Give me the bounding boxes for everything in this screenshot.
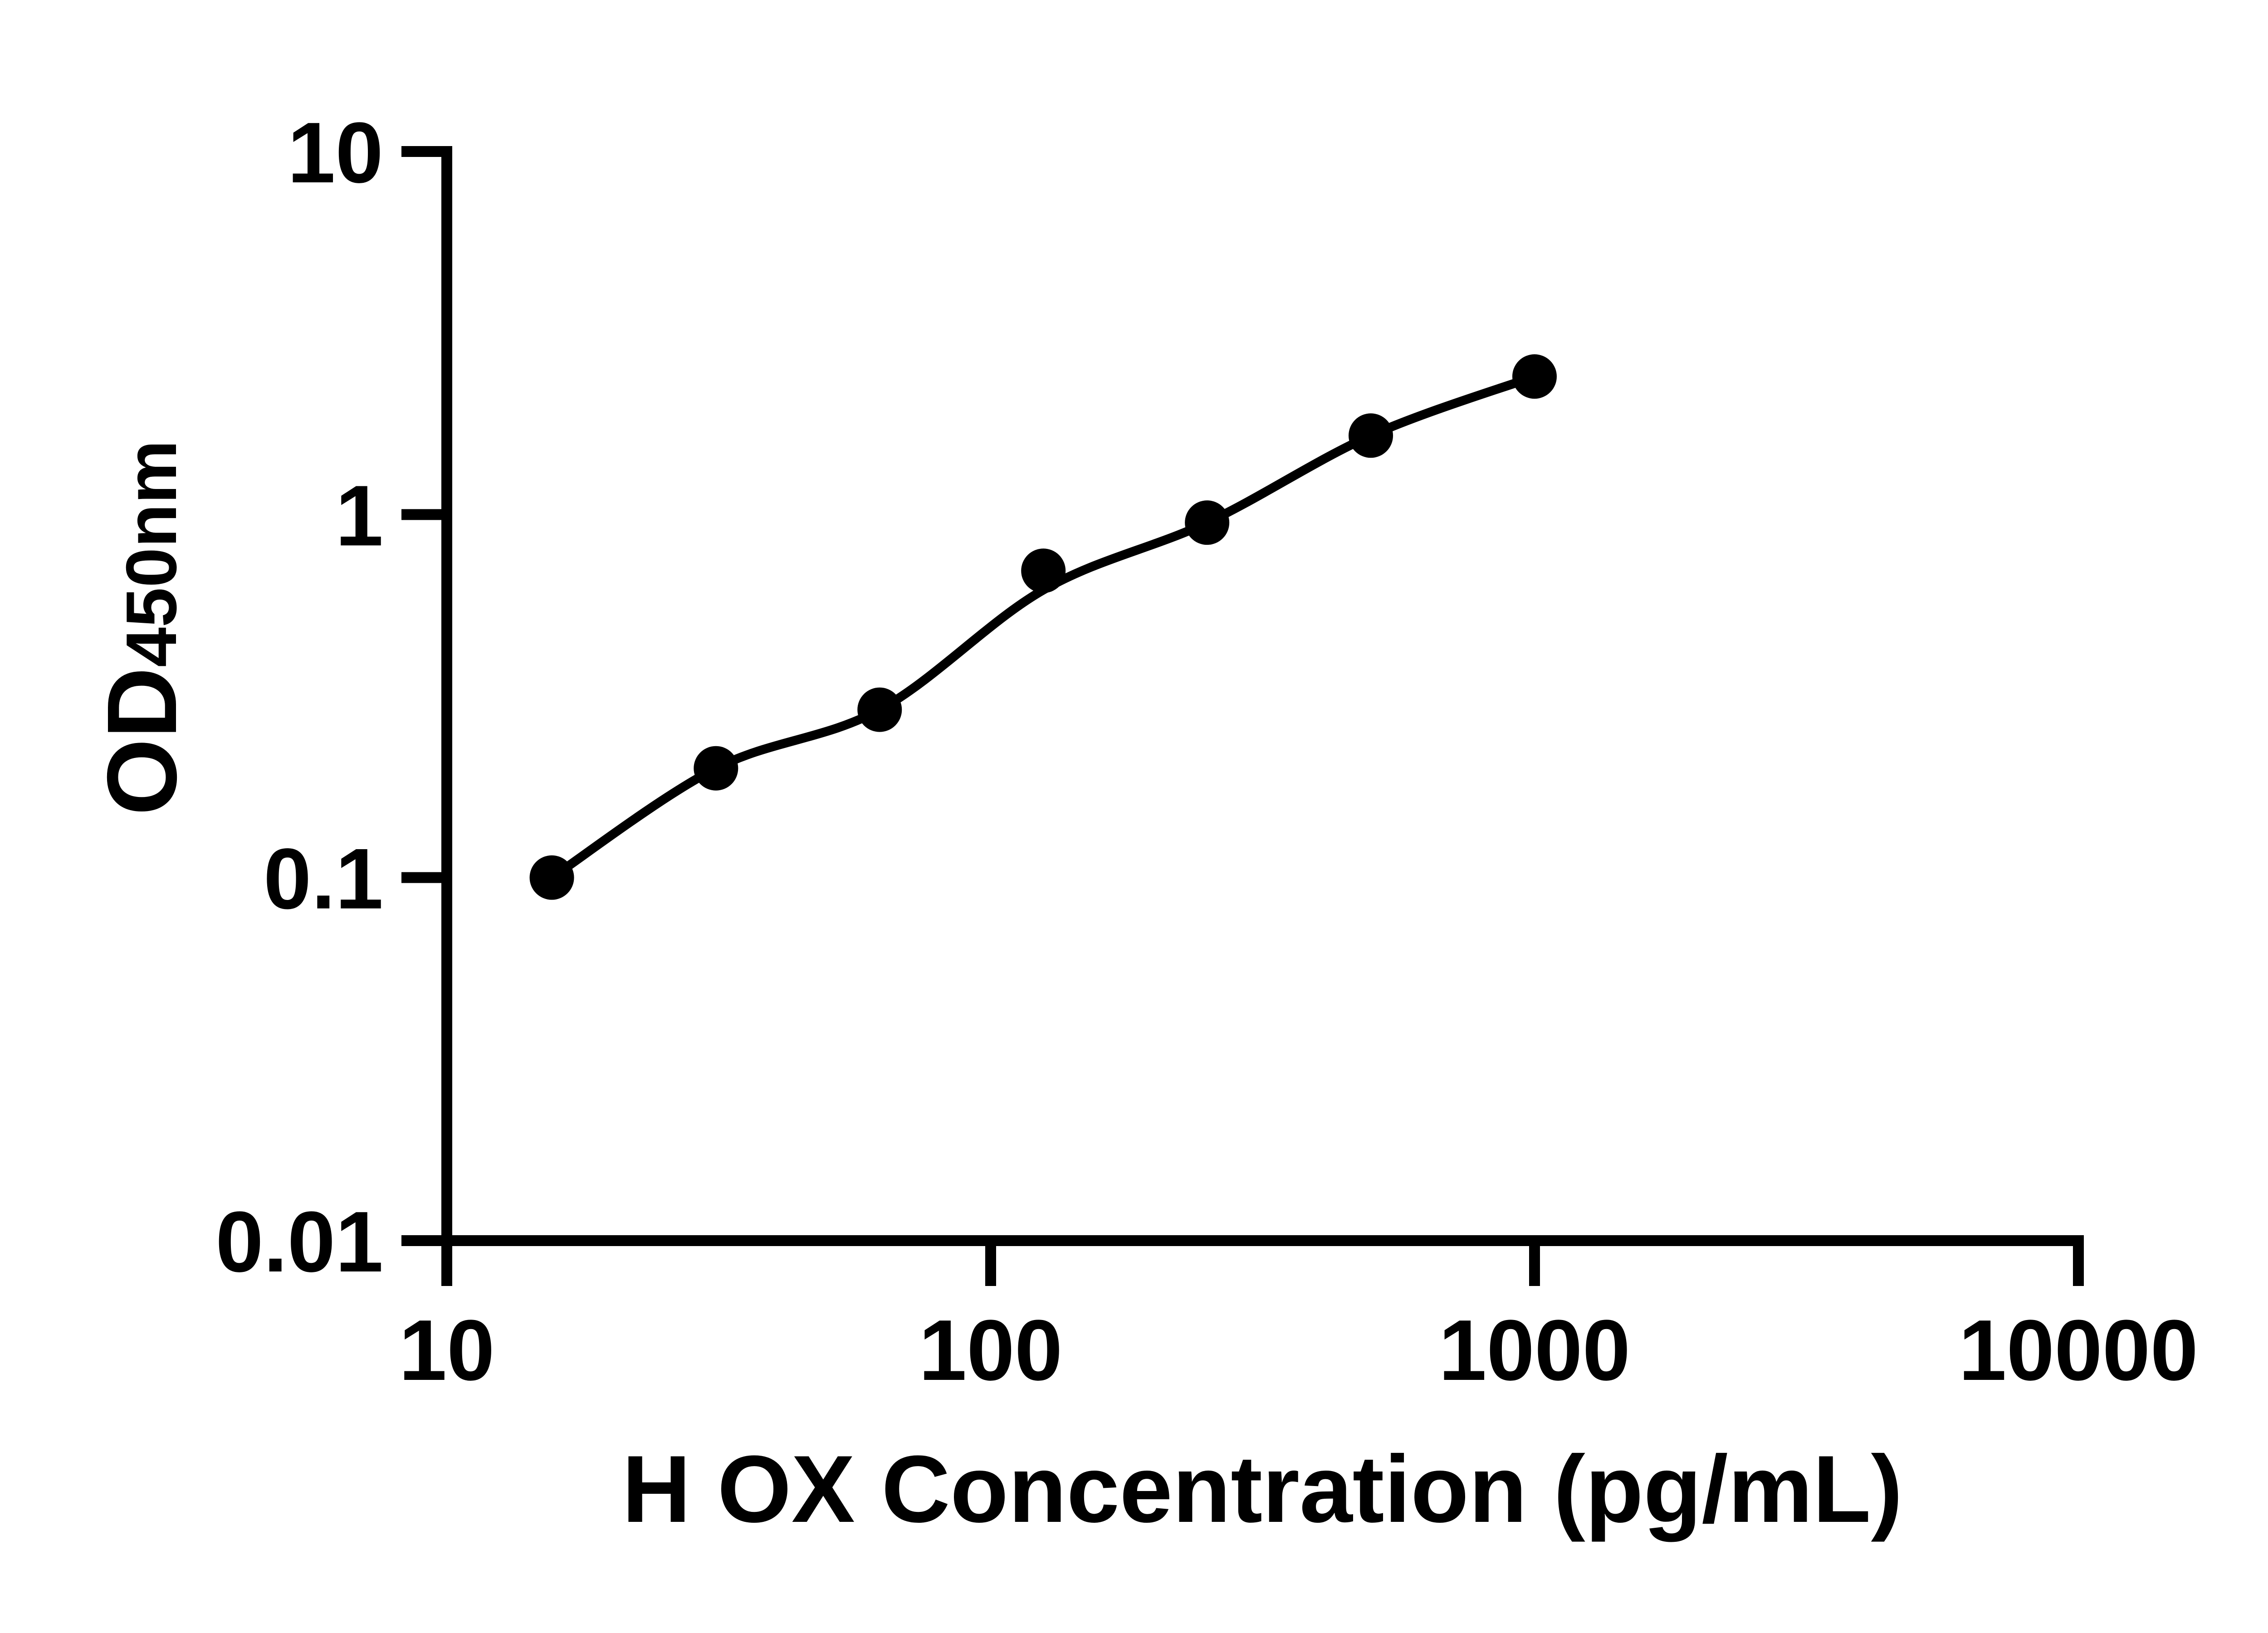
x-tick-label-1000: 1000: [1439, 1302, 1631, 1398]
data-point-250pgml: [1185, 500, 1230, 545]
x-tick-label-10: 10: [399, 1302, 494, 1398]
data-point-1000pgml: [1512, 354, 1557, 399]
y-tick-label-0.01: 0.01: [215, 1194, 383, 1290]
data-point-125pgml: [1021, 548, 1066, 593]
x-tick-label-100: 100: [919, 1302, 1062, 1398]
y-tick-label-10: 10: [288, 105, 383, 201]
y-axis-title-sub: 450nm: [112, 440, 191, 667]
data-point-62.5pgml: [857, 687, 902, 732]
y-axis-title: OD450nm: [87, 440, 197, 816]
y-tick-label-1: 1: [335, 468, 383, 564]
data-point-31.25pgml: [694, 746, 738, 791]
y-axis-title-main: OD: [87, 667, 197, 816]
x-tick-label-10000: 10000: [1959, 1302, 2198, 1398]
data-point-15.6pgml: [529, 855, 574, 900]
y-tick-label-0.1: 0.1: [264, 831, 383, 927]
x-axis-title: H OX Concentration (pg/mL): [622, 1436, 1902, 1542]
data-point-500pgml: [1349, 413, 1393, 458]
